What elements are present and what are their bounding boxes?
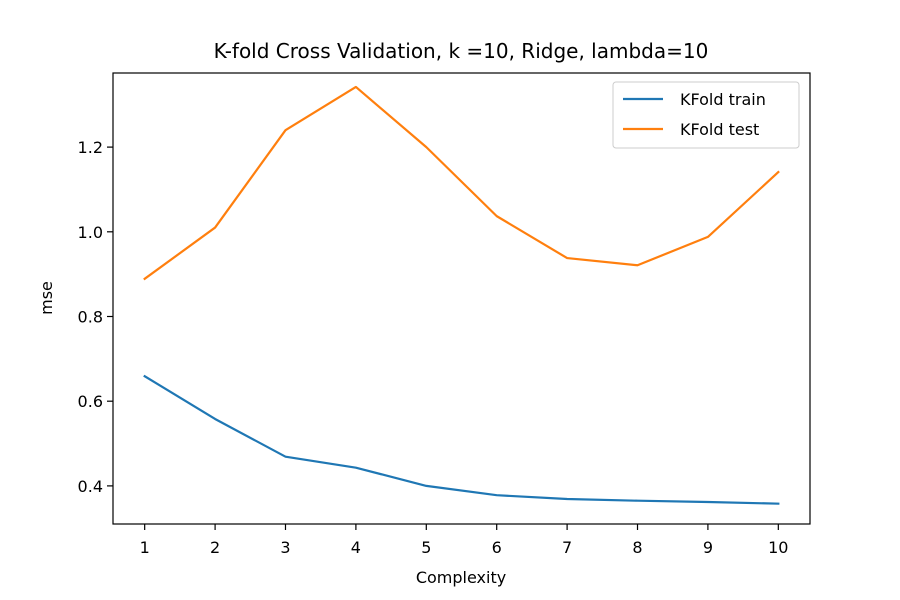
y-tick-label: 1.2 (78, 138, 103, 157)
x-tick-label: 4 (351, 538, 361, 557)
y-axis: 0.4 0.6 0.8 1.0 1.2 (78, 138, 113, 496)
chart-title: K-fold Cross Validation, k =10, Ridge, l… (214, 39, 709, 63)
x-tick-label: 5 (421, 538, 431, 557)
x-tick-label: 10 (768, 538, 788, 557)
legend-label-kfold-test: KFold test (680, 120, 759, 139)
x-tick-label: 7 (562, 538, 572, 557)
series-line-kfold-test (143, 85, 780, 281)
x-tick-label: 2 (210, 538, 220, 557)
y-tick-label: 0.4 (78, 477, 103, 496)
series-line-kfold-train (143, 374, 780, 505)
legend: KFold train KFold test (612, 81, 800, 149)
x-axis-label: Complexity (416, 568, 506, 587)
y-tick-label: 0.6 (78, 392, 103, 411)
y-tick-label: 0.8 (78, 307, 103, 326)
plot-lines (143, 85, 780, 505)
x-tick-label: 1 (140, 538, 150, 557)
x-tick-label: 9 (703, 538, 713, 557)
x-tick-label: 8 (632, 538, 642, 557)
x-tick-label: 3 (280, 538, 290, 557)
y-axis-label: mse (37, 281, 56, 315)
x-tick-label: 6 (492, 538, 502, 557)
plot-frame (112, 72, 811, 525)
y-tick-label: 1.0 (78, 223, 103, 242)
legend-label-kfold-train: KFold train (680, 90, 766, 109)
x-axis: 1 2 3 4 5 6 7 8 9 10 (140, 524, 788, 557)
